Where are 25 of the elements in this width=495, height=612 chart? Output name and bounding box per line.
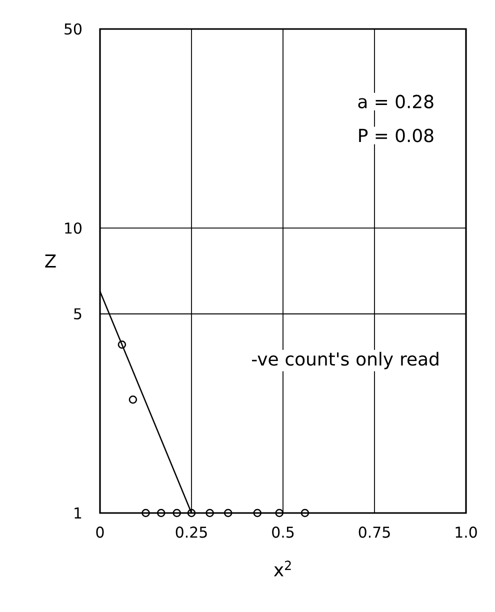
x-tick-label: 1.0	[456, 526, 477, 538]
point	[172, 508, 181, 518]
point	[118, 340, 126, 349]
annotation: P = 0.08	[359, 128, 434, 142]
x-tick-label: 0.75	[358, 526, 390, 538]
point	[206, 508, 214, 518]
point	[128, 396, 138, 404]
point	[224, 508, 232, 518]
point	[156, 508, 166, 518]
point	[300, 508, 310, 518]
y-tick-label: 10	[65, 222, 82, 234]
point	[142, 508, 150, 518]
y-axis-title: Z	[45, 254, 56, 268]
y-tick-label: 50	[64, 23, 82, 35]
point	[187, 508, 196, 518]
y-tick-label: 1	[74, 508, 82, 518]
annotation: a = 0.28	[358, 94, 434, 108]
x-axis-title: x$^{2}$	[274, 560, 291, 576]
x-tick-label: 0.5	[272, 526, 294, 538]
point	[253, 508, 262, 518]
point	[275, 508, 284, 518]
x-tick-label: 0.25	[176, 526, 207, 538]
annotation: -ve count's only read	[252, 352, 438, 370]
y-tick-label: 5	[74, 308, 82, 320]
x-tick-label: 0	[96, 526, 104, 538]
